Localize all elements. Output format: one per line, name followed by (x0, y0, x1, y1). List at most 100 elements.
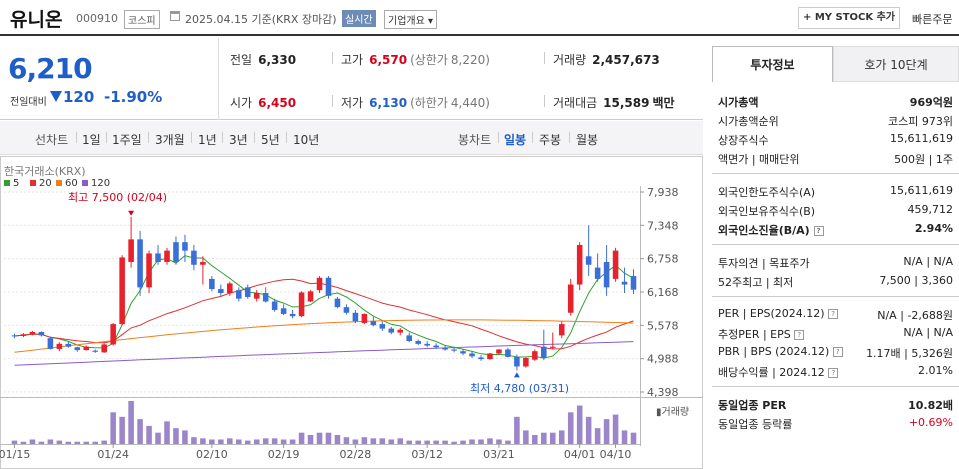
volume-bar (594, 428, 601, 444)
stock-header: 유니온 000910 코스피 2025.04.15 기준(KRX 장마감) 실시… (0, 0, 959, 36)
candle-body (307, 291, 314, 302)
stock-code: 000910 (76, 12, 118, 25)
volume-bar (549, 432, 556, 444)
candle-body (218, 289, 224, 294)
candle-daily[interactable]: 일봉 (504, 133, 527, 147)
candle-body (621, 281, 628, 285)
period-10y[interactable]: 10년 (293, 133, 320, 147)
tab-orderbook-10[interactable]: 호가 10단계 (833, 46, 959, 82)
volume-bar (469, 439, 475, 444)
candle-body (532, 351, 538, 360)
candle-body (92, 350, 99, 352)
prev-close: 전일 6,330 (230, 51, 296, 68)
help-icon[interactable]: ? (794, 330, 805, 340)
add-my-stock-button[interactable]: + MY STOCK 추가 (798, 7, 900, 29)
volume-bar (415, 440, 421, 444)
legend-swatch (56, 180, 62, 186)
divider (76, 132, 77, 143)
help-icon[interactable]: ? (832, 347, 843, 357)
volume-bar (397, 438, 404, 444)
period-1w[interactable]: 1주일 (112, 133, 142, 147)
candle-weekly[interactable]: 주봉 (539, 133, 562, 147)
candle-body (20, 334, 27, 336)
sector-per-label[interactable]: 동일업종 PER (718, 399, 787, 412)
volume-bar (406, 440, 413, 444)
period-5y[interactable]: 5년 (261, 133, 280, 147)
shares-value: 15,611,619 (890, 132, 953, 145)
legend-swatch (4, 180, 10, 186)
volume-bar (200, 438, 206, 444)
volume-bar (361, 437, 368, 444)
volume-bar (191, 437, 197, 444)
price-chart[interactable]: 7,938 7,348 6,758 6,168 5,578 4,988 4,398 ▮거래량 0… (0, 156, 703, 469)
x-tick-label: 04/01 (564, 448, 596, 461)
candle-body (478, 357, 484, 360)
volume-bar (298, 432, 305, 444)
volume-bar (56, 440, 63, 444)
sector-rate-label[interactable]: 동일업종 등락률 (718, 418, 793, 431)
help-icon[interactable]: ? (813, 226, 824, 236)
candle-body (415, 341, 421, 344)
period-3y[interactable]: 3년 (229, 133, 248, 147)
realtime-badge[interactable]: 실시간 (342, 10, 376, 27)
period-3m[interactable]: 3개월 (155, 133, 185, 147)
y-tick-label: 4,988 (647, 353, 679, 366)
candle-body (549, 346, 556, 348)
period-1y[interactable]: 1년 (198, 133, 217, 147)
quick-order-link[interactable]: 빠른주문 (912, 13, 953, 26)
candle-body (119, 257, 125, 325)
volume-bar (101, 440, 107, 444)
est-per-label: 추정PER | EPS ? (718, 326, 805, 342)
down-arrow-icon (50, 91, 62, 102)
foreign-hold-value: 459,712 (907, 203, 954, 216)
high-value: 6,570 (369, 53, 408, 67)
x-tick-label: 03/12 (411, 448, 443, 461)
help-icon[interactable]: ? (828, 368, 839, 378)
est-per-row: 추정PER | EPS ? N/A | N/A (718, 326, 953, 344)
candle-body (612, 250, 619, 279)
legend-label: 5 (13, 178, 19, 189)
candle-body (47, 338, 54, 349)
candle-body (594, 267, 601, 279)
period-1d[interactable]: 1일 (82, 133, 101, 147)
x-tick-label: 01/15 (0, 448, 30, 461)
low-label: 저가 (341, 96, 364, 110)
candle-body (433, 345, 439, 348)
candle-monthly[interactable]: 월봉 (576, 133, 599, 147)
volume: 거래량 2,457,673 (544, 51, 660, 68)
amount-value: 15,589 (603, 96, 650, 110)
per-label: PER | EPS(2024.12) ? (718, 307, 839, 320)
foreign-ratio-label: 외국인소진율(B/A) ? (718, 222, 824, 238)
ma-60-line (14, 319, 634, 353)
volume-bar (128, 401, 134, 444)
company-overview-dropdown[interactable]: 기업개요 ▾ (384, 10, 437, 29)
sector-per-row[interactable]: 동일업종 PER 10.82배 (718, 397, 953, 415)
volume-bar (621, 430, 628, 444)
volume-bar (541, 432, 547, 444)
y-tick-label: 4,398 (647, 386, 679, 399)
candle-body (316, 277, 323, 291)
volume-bar (612, 414, 619, 444)
divider (712, 244, 959, 245)
candle-body (334, 298, 341, 308)
sector-rate-row[interactable]: 동일업종 등락률 +0.69% (718, 416, 953, 434)
volume-label: ▮거래량 (656, 406, 689, 418)
candle-body (343, 307, 350, 313)
candle-body (227, 283, 233, 294)
candle-body (209, 278, 215, 290)
chart-canvas[interactable]: 7,938 7,348 6,758 6,168 5,578 4,988 4,398 ▮거래량 0… (0, 156, 703, 469)
legend-label: 20 (39, 178, 52, 189)
candle-body (361, 313, 368, 323)
candle-body (523, 357, 529, 367)
tab-investment-info[interactable]: 투자정보 (712, 46, 833, 82)
candle-body (388, 328, 395, 333)
chart-source-label: 한국거래소(KRX) (4, 165, 86, 178)
candle-body (325, 277, 332, 296)
est-per-value: N/A | N/A (903, 326, 953, 339)
open: 시가 6,450 (230, 94, 296, 111)
help-icon[interactable]: ? (828, 309, 839, 319)
current-price: 6,210 (8, 52, 93, 85)
candle-body (505, 349, 511, 357)
market-cap-label: 시가총액 (718, 96, 759, 109)
candle-body (29, 332, 36, 335)
